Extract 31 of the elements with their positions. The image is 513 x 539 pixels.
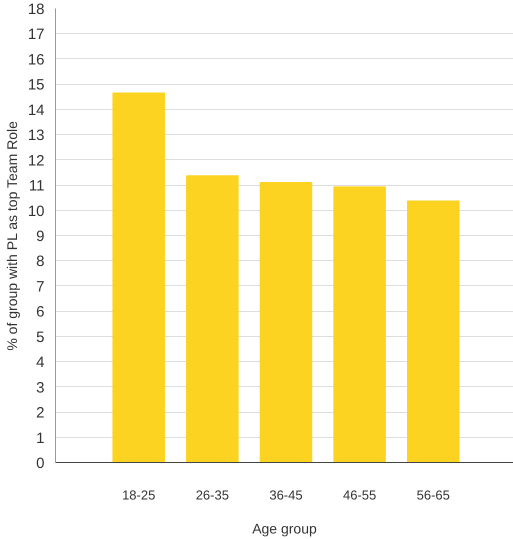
x-tick-label: 26-35 bbox=[196, 488, 229, 502]
x-tick-label: 18-25 bbox=[122, 488, 156, 502]
y-tick-label: 2 bbox=[36, 404, 44, 422]
y-tick-label: 1 bbox=[36, 430, 44, 447]
y-tick-label: 16 bbox=[28, 51, 45, 68]
y-tick-label: 13 bbox=[28, 127, 45, 144]
x-tick-label: 56-65 bbox=[416, 488, 450, 502]
y-tick-label: 4 bbox=[36, 354, 44, 372]
x-axis-title: Age group bbox=[252, 520, 318, 536]
y-tick-label: 17 bbox=[28, 26, 45, 44]
y-tick-label: 14 bbox=[28, 102, 45, 119]
bar bbox=[186, 175, 239, 462]
y-tick-label: 12 bbox=[28, 152, 45, 170]
x-tick-label: 46-55 bbox=[342, 488, 376, 502]
y-tick-label: 8 bbox=[36, 253, 44, 270]
x-tick-label: 36-45 bbox=[269, 488, 303, 502]
y-tick-label: 0 bbox=[36, 455, 44, 472]
y-tick-label: 10 bbox=[28, 202, 45, 220]
y-tick-label: 9 bbox=[36, 228, 44, 245]
bar bbox=[406, 200, 460, 462]
bar bbox=[112, 92, 165, 462]
y-tick-label: 6 bbox=[36, 304, 44, 321]
bar bbox=[333, 186, 386, 462]
y-tick-label: 3 bbox=[36, 379, 44, 396]
y-axis-title: % of group with PL as top Team Role bbox=[4, 120, 20, 351]
y-tick-label: 15 bbox=[28, 76, 45, 94]
bar bbox=[260, 182, 312, 462]
y-tick-label: 7 bbox=[36, 278, 44, 296]
y-tick-label: 18 bbox=[28, 1, 45, 18]
y-tick-label: 11 bbox=[28, 178, 45, 195]
y-tick-label: 5 bbox=[36, 328, 44, 346]
